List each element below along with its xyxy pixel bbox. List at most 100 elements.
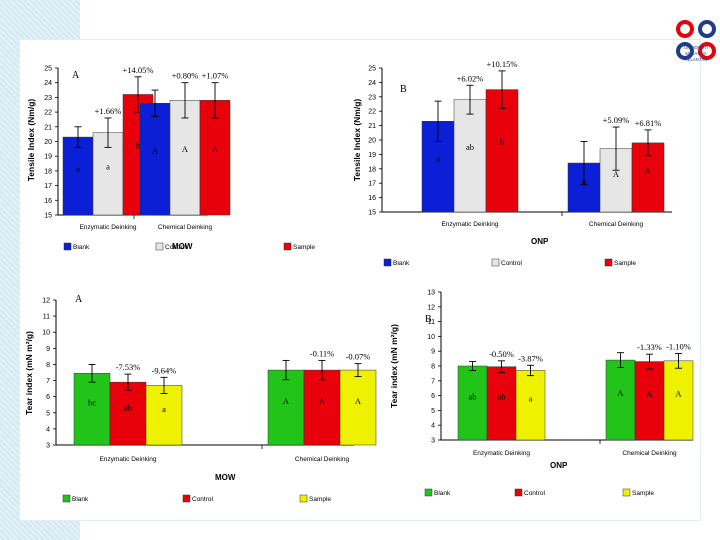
significance-letter: a [76, 164, 80, 174]
y-tick-label: 13 [427, 290, 435, 297]
y-tick-label: 23 [368, 94, 376, 101]
y-tick-label: 16 [368, 195, 376, 202]
logo-line-1: UNIVERSITI [683, 45, 709, 50]
percent-change-label: -9.64% [152, 365, 177, 375]
tensile-onp-chart: 15 16 17 18 19 20 21 22 23 24 25 Tensile Index (Nm/… [352, 59, 672, 267]
percent-change-label: -0.11% [310, 348, 334, 358]
y-tick-label: 25 [368, 66, 376, 73]
y-axis-label: Tensile Index (Nm/g) [26, 99, 36, 182]
bar-sample [145, 385, 183, 446]
y-tick-label: 24 [44, 80, 52, 87]
significance-letter: A [617, 388, 624, 398]
significance-letter: A [212, 144, 219, 154]
panel-label: B [425, 314, 432, 325]
legend-swatch [604, 258, 613, 267]
significance-letter: ab [468, 391, 476, 401]
legend-label: Sample [632, 490, 654, 497]
category-label: Chemical Deinking [158, 224, 213, 231]
significance-letter: A [152, 146, 159, 156]
y-tick-label: 16 [44, 198, 52, 205]
chart-subtitle: ONP [531, 237, 549, 246]
y-tick-label: 25 [44, 66, 52, 73]
bar-sample [199, 100, 231, 216]
legend-swatch [491, 258, 500, 267]
percent-change-label: +14.05% [123, 65, 154, 75]
percent-change-label: +1.66% [95, 106, 122, 116]
logo-line-2: MALAYSIA [685, 51, 707, 56]
bar-control [486, 366, 517, 441]
legend-label: Sample [309, 496, 331, 503]
y-tick-label: 18 [368, 166, 376, 173]
legend-label: Control [524, 490, 546, 497]
legend-swatch [63, 242, 72, 251]
legend-swatch [383, 258, 392, 267]
y-tick-label: 5 [431, 408, 435, 415]
y-tick-label: 6 [431, 393, 435, 400]
bar-blank [73, 373, 111, 446]
category-label: Enzymatic Deinking [79, 224, 136, 231]
percent-change-label: +6.02% [457, 73, 484, 83]
category-label: Enzymatic Deinking [473, 450, 530, 457]
y-tick-label: 22 [44, 110, 52, 117]
y-tick-label: 11 [428, 319, 435, 326]
y-axis-label: Tear index (mN m²/g) [24, 331, 34, 415]
legend-label: Blank [72, 496, 89, 503]
significance-letter: b [500, 137, 504, 147]
bar-blank [139, 103, 171, 216]
chart-subtitle: MOW [172, 242, 193, 251]
y-axis-label: Tear index (mN m²/g) [389, 324, 399, 408]
y-tick-label: 10 [427, 334, 435, 341]
y-tick-label: 19 [44, 154, 52, 161]
legend-swatch [299, 494, 308, 503]
significance-letter: A [646, 389, 653, 399]
percent-change-label: -1.10% [666, 341, 691, 351]
category-label: Chemical Deinking [589, 221, 644, 228]
y-tick-label: 10 [42, 330, 50, 337]
y-tick-label: 15 [44, 213, 52, 220]
y-tick-label: 4 [431, 423, 435, 430]
significance-letter: ab [124, 402, 132, 412]
significance-letter: a [529, 394, 533, 404]
tear-mow-chart: 3 4 5 6 7 8 9 10 11 12 Tear index (mN m²/g) Abc ab -7… [24, 294, 377, 503]
panel-label: B [400, 84, 407, 95]
bar-sample [663, 360, 694, 441]
category-label: Chemical Deinking [295, 456, 350, 463]
y-tick-label: 17 [368, 181, 376, 188]
percent-change-label: +5.09% [603, 115, 630, 125]
significance-letter: A [355, 396, 362, 406]
y-tick-label: 12 [427, 304, 435, 311]
legend-swatch [424, 488, 433, 497]
category-label: Enzymatic Deinking [441, 221, 498, 228]
significance-letter: A [283, 396, 290, 406]
significance-letter: A [675, 388, 682, 398]
y-tick-label: 3 [46, 443, 50, 450]
legend-label: Control [165, 244, 187, 251]
legend-label: Blank [73, 244, 90, 251]
category-label: Chemical Deinking [622, 450, 677, 457]
significance-letter: A [319, 396, 326, 406]
y-tick-label: 6 [46, 394, 50, 401]
y-tick-label: 21 [44, 124, 52, 131]
legend-swatch [514, 488, 523, 497]
legend-swatch [182, 494, 191, 503]
bar-control [453, 99, 487, 213]
significance-letter: ab [466, 142, 474, 152]
tensile-mow-chart: 15 16 17 18 19 20 21 22 23 24 25 Tensile Index (Nm/… [26, 65, 315, 251]
bar-blank [605, 359, 636, 441]
legend-swatch [155, 242, 164, 251]
chart-subtitle: ONP [550, 461, 568, 470]
y-tick-label: 21 [368, 123, 376, 130]
bar-sample [339, 369, 377, 446]
significance-letter: A [645, 166, 652, 176]
significance-letter: ab [497, 392, 505, 402]
significance-letter: A [613, 169, 620, 179]
legend-swatch [283, 242, 292, 251]
bar-control [303, 369, 341, 446]
y-tick-label: 8 [46, 362, 50, 369]
y-tick-label: 3 [431, 438, 435, 445]
chart-subtitle: MOW [215, 473, 236, 482]
tear-onp-chart: 3 4 5 6 7 8 9 10 11 12 13 Tear index (mN m²/g) Bab ab… [389, 290, 694, 497]
logo-line-3: KELANTAN [684, 57, 708, 62]
category-label: Enzymatic Deinking [99, 456, 156, 463]
y-tick-label: 11 [43, 314, 50, 321]
